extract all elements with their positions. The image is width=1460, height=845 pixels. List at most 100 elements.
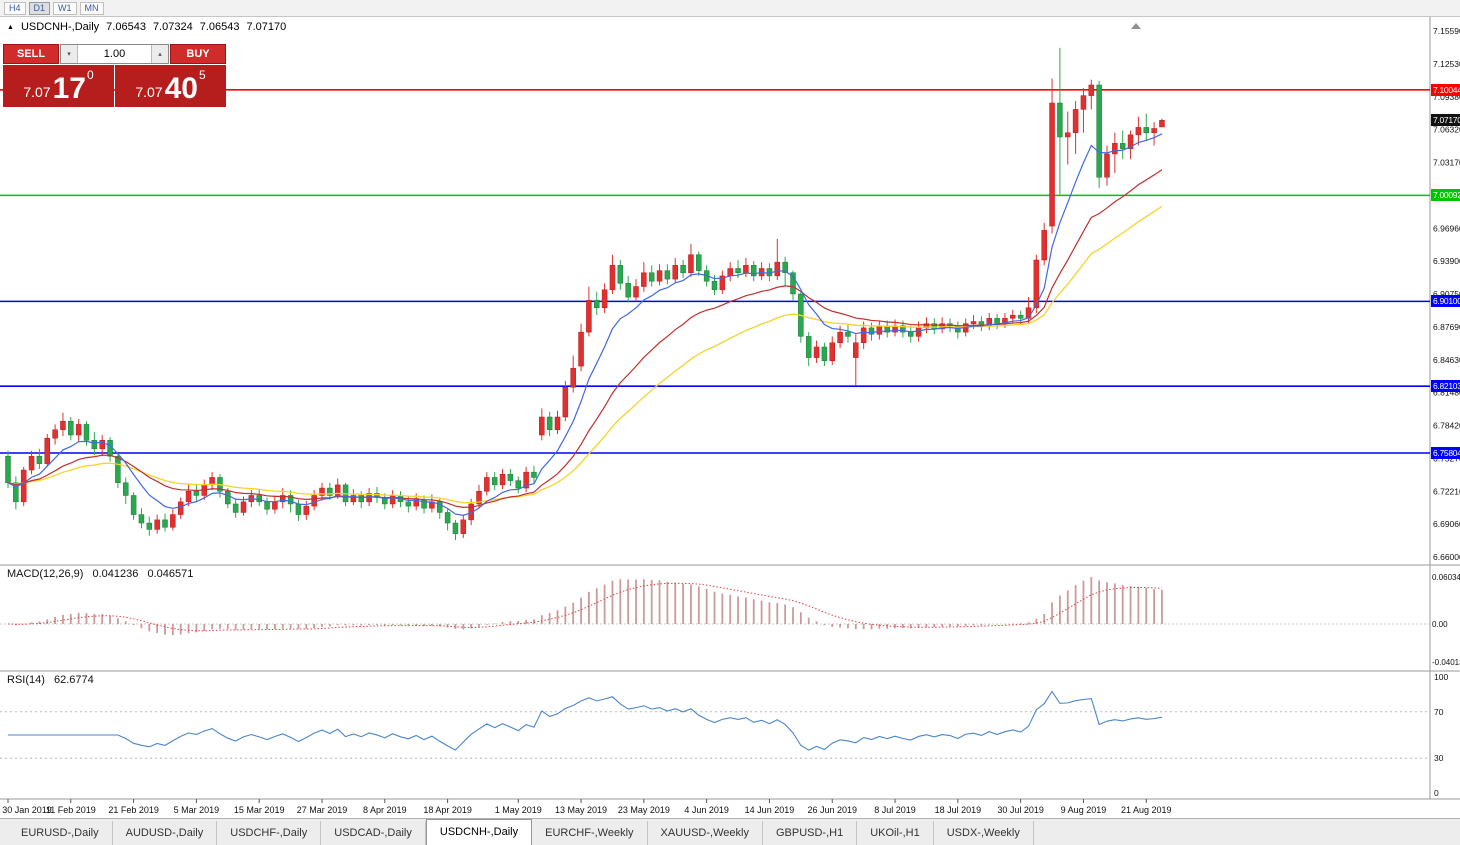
symbol-tab-usdchf[interactable]: USDCHF-,Daily xyxy=(217,821,322,845)
symbol-tab-gbpusd[interactable]: GBPUSD-,H1 xyxy=(763,821,858,845)
price-axis-label: 7.09380 xyxy=(1433,92,1460,102)
rsi-value: 62.6774 xyxy=(53,674,94,686)
symbol-tab-eurusd[interactable]: EURUSD-,Daily xyxy=(8,821,113,845)
date-axis-label: 30 Jul 2019 xyxy=(997,805,1044,815)
symbol-tab-eurchf[interactable]: EURCHF-,Weekly xyxy=(532,821,648,845)
ohlc-low: 7.06543 xyxy=(199,21,240,33)
sell-price-main: 7.07 xyxy=(23,84,51,100)
price-axis-label: 6.69060 xyxy=(1433,519,1460,529)
date-axis-label: 5 Mar 2019 xyxy=(174,805,220,815)
macd-axis-label: -0.040136 xyxy=(1432,658,1460,667)
price-line-badge: 7.00092 xyxy=(1431,189,1460,202)
sell-price-pip: 0 xyxy=(86,68,94,82)
date-axis-label: 15 Mar 2019 xyxy=(234,805,285,815)
macd-indicator-label: MACD(12,26,9) 0.041236 0.046571 xyxy=(7,568,199,580)
buy-price-main: 7.07 xyxy=(135,84,163,100)
symbol-marker-icon: ▲ xyxy=(7,23,14,31)
price-axis-label: 6.93900 xyxy=(1433,256,1460,266)
price-axis-label: 6.87690 xyxy=(1433,322,1460,332)
price-axis-label: 6.81480 xyxy=(1433,388,1460,398)
chart-symbol-label: USDCNH-,Daily xyxy=(20,21,100,33)
timeframe-button-h4[interactable]: H4 xyxy=(4,1,26,15)
date-axis-label: 4 Jun 2019 xyxy=(684,805,729,815)
rsi-axis-label: 30 xyxy=(1434,753,1444,763)
rsi-axis-label: 70 xyxy=(1434,707,1444,717)
buy-button[interactable]: BUY xyxy=(170,44,226,64)
date-axis-label: 9 Aug 2019 xyxy=(1061,805,1107,815)
buy-price-button[interactable]: 7.07 40 5 xyxy=(115,65,226,107)
volume-increase-icon[interactable]: ▴ xyxy=(151,45,168,63)
macd-name: MACD(12,26,9) xyxy=(7,568,84,580)
symbol-tab-ukoil[interactable]: UKOil-,H1 xyxy=(857,821,934,845)
macd-axis-label: 0.060343 xyxy=(1432,573,1460,582)
timeframe-toolbar: H4 D1 W1 MN xyxy=(0,0,1460,17)
price-axis-label: 6.84630 xyxy=(1433,355,1460,365)
date-axis-label: 21 Aug 2019 xyxy=(1121,805,1172,815)
current-price-badge: 7.07170 xyxy=(1431,114,1460,127)
date-axis-label: 23 May 2019 xyxy=(618,805,670,815)
date-axis-label: 21 Feb 2019 xyxy=(108,805,159,815)
date-axis-label: 27 Mar 2019 xyxy=(297,805,348,815)
ohlc-close: 7.07170 xyxy=(246,21,287,33)
date-axis-label: 8 Apr 2019 xyxy=(363,805,407,815)
price-axis-label: 7.15590 xyxy=(1433,26,1460,36)
price-axis-label: 6.90750 xyxy=(1433,289,1460,299)
macd-histogram xyxy=(14,577,1163,636)
symbol-tab-audusd[interactable]: AUDUSD-,Daily xyxy=(113,821,218,845)
date-axis-label: 8 Jul 2019 xyxy=(874,805,916,815)
date-axis-label: 26 Jun 2019 xyxy=(807,805,857,815)
date-axis-label: 11 Feb 2019 xyxy=(46,805,96,815)
date-axis-label: 13 May 2019 xyxy=(555,805,607,815)
chart-shift-marker-icon[interactable] xyxy=(1131,23,1141,29)
date-axis-label: 18 Jul 2019 xyxy=(935,805,982,815)
rsi-line xyxy=(8,690,1163,751)
price-chart-canvas[interactable]: 7.155907.125307.093807.063207.031707.001… xyxy=(0,17,1460,818)
buy-price-pip: 5 xyxy=(198,68,206,82)
ohlc-high: 7.07324 xyxy=(152,21,193,33)
rsi-axis-label: 0 xyxy=(1434,788,1439,798)
ma-fast-line xyxy=(7,133,1163,516)
date-axis-label: 14 Jun 2019 xyxy=(745,805,795,815)
ma-slow-line xyxy=(7,205,1163,504)
candles-layer xyxy=(5,47,1165,541)
price-line-badge: 7.10044 xyxy=(1431,83,1460,96)
rsi-indicator-label: RSI(14) 62.6774 xyxy=(7,674,100,686)
macd-value-main: 0.041236 xyxy=(92,568,139,580)
buy-price-big: 40 xyxy=(164,72,198,105)
price-axis-label: 7.06320 xyxy=(1433,125,1460,135)
macd-signal-line xyxy=(7,582,1162,632)
one-click-trade-panel: SELL ▾ 1.00 ▴ BUY 7.07 17 0 7.07 40 5 xyxy=(3,44,226,107)
volume-value[interactable]: 1.00 xyxy=(103,48,126,60)
sell-price-big: 17 xyxy=(52,72,86,105)
volume-spinner[interactable]: ▾ 1.00 ▴ xyxy=(60,44,169,64)
symbol-tab-usdx[interactable]: USDX-,Weekly xyxy=(934,821,1034,845)
symbol-tab-xauusd[interactable]: XAUUSD-,Weekly xyxy=(648,821,763,845)
ma-mid-line xyxy=(7,169,1163,508)
timeframe-button-d1[interactable]: D1 xyxy=(28,1,51,15)
symbol-tab-usdcnh[interactable]: USDCNH-,Daily xyxy=(425,819,533,845)
date-axis-label: 18 Apr 2019 xyxy=(423,805,472,815)
price-axis-label: 7.03170 xyxy=(1433,158,1460,168)
price-axis-label: 6.72210 xyxy=(1433,486,1460,496)
chart-ohlc-header: ▲ USDCNH-,Daily 7.06543 7.07324 7.06543 … xyxy=(7,21,286,33)
ohlc-open: 7.06543 xyxy=(106,21,146,33)
price-line-badge: 6.82103 xyxy=(1431,380,1460,393)
macd-value-signal: 0.046571 xyxy=(147,568,194,580)
date-axis-label: 1 May 2019 xyxy=(495,805,542,815)
rsi-axis-label: 100 xyxy=(1434,672,1448,682)
price-axis-label: 6.96960 xyxy=(1433,223,1460,233)
rsi-name: RSI(14) xyxy=(7,674,45,686)
date-axis-label: 30 Jan 2019 xyxy=(2,805,52,815)
price-axis-label: 7.12530 xyxy=(1433,59,1460,69)
volume-decrease-icon[interactable]: ▾ xyxy=(61,45,78,63)
symbol-tab-usdcad[interactable]: USDCAD-,Daily xyxy=(321,821,426,845)
sell-price-button[interactable]: 7.07 17 0 xyxy=(3,65,114,107)
timeframe-button-w1[interactable]: W1 xyxy=(53,1,77,15)
macd-axis-label: 0.00 xyxy=(1432,620,1448,629)
symbol-tab-bar: EURUSD-,Daily AUDUSD-,Daily USDCHF-,Daily U… xyxy=(0,818,1460,845)
timeframe-button-mn[interactable]: MN xyxy=(79,1,104,15)
price-axis-label: 6.78420 xyxy=(1433,421,1460,431)
sell-button[interactable]: SELL xyxy=(3,44,59,64)
